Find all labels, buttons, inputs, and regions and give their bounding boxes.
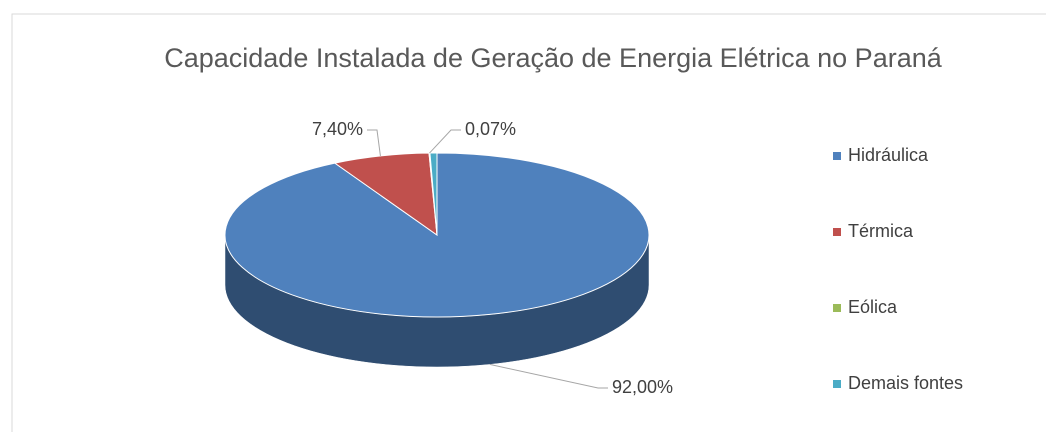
legend-swatch [833, 304, 841, 312]
pie-slice [333, 152, 438, 237]
data-label: 0,07% [465, 119, 516, 139]
legend-swatch [833, 152, 841, 160]
legend-label: Demais fontes [848, 373, 963, 393]
legend-swatch [833, 228, 841, 236]
leader-line [489, 363, 608, 389]
legend-label: Eólica [848, 297, 898, 317]
legend-swatch [833, 380, 841, 388]
legend-label: Hidráulica [848, 145, 929, 165]
leader-line [429, 129, 461, 154]
leader-line [367, 129, 381, 157]
legend-label: Térmica [848, 221, 914, 241]
data-label: 92,00% [612, 377, 673, 397]
chart-title: Capacidade Instalada de Geração de Energ… [164, 43, 942, 73]
data-label: 7,40% [312, 119, 363, 139]
